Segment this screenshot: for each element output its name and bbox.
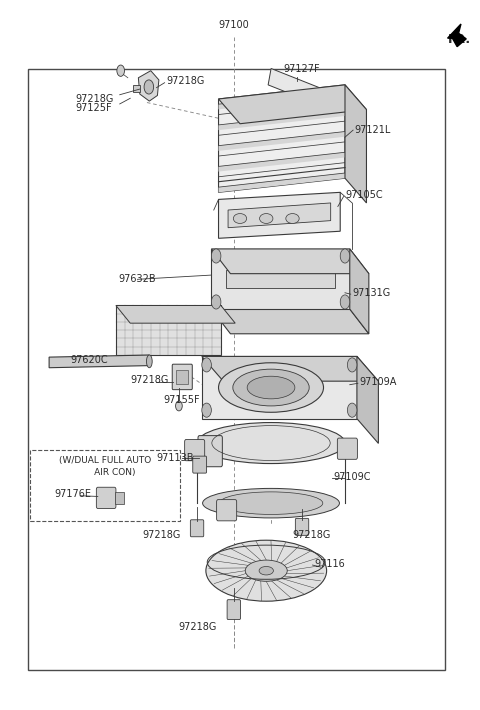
Ellipse shape: [259, 567, 274, 575]
Text: 97125F: 97125F: [75, 103, 112, 113]
Polygon shape: [218, 152, 345, 172]
Polygon shape: [218, 131, 345, 151]
Circle shape: [211, 295, 221, 309]
Polygon shape: [350, 249, 369, 334]
FancyBboxPatch shape: [337, 438, 358, 459]
Polygon shape: [357, 356, 378, 444]
Ellipse shape: [233, 369, 309, 406]
Text: 97218G: 97218G: [292, 530, 331, 540]
Text: FR.: FR.: [448, 33, 471, 46]
Polygon shape: [447, 24, 466, 47]
Polygon shape: [138, 71, 159, 101]
Circle shape: [211, 249, 221, 263]
Text: 97127F: 97127F: [283, 64, 320, 75]
Polygon shape: [218, 84, 345, 192]
Circle shape: [202, 358, 211, 372]
Text: 97113B: 97113B: [156, 453, 194, 463]
FancyBboxPatch shape: [172, 364, 192, 390]
Ellipse shape: [203, 488, 339, 518]
Polygon shape: [218, 173, 345, 192]
FancyBboxPatch shape: [115, 492, 123, 503]
Text: 97109C: 97109C: [333, 471, 371, 481]
FancyBboxPatch shape: [96, 487, 116, 508]
FancyBboxPatch shape: [193, 456, 206, 473]
Polygon shape: [202, 356, 378, 381]
Polygon shape: [268, 68, 326, 106]
Circle shape: [144, 80, 154, 94]
Text: 97218G: 97218G: [75, 94, 114, 104]
Text: 97218G: 97218G: [166, 76, 204, 87]
Circle shape: [340, 249, 350, 263]
FancyBboxPatch shape: [176, 370, 189, 384]
Ellipse shape: [146, 355, 152, 368]
Ellipse shape: [206, 540, 326, 601]
Polygon shape: [211, 249, 350, 309]
Polygon shape: [345, 84, 366, 203]
Bar: [30, 450, 180, 521]
Circle shape: [176, 401, 182, 411]
Circle shape: [117, 65, 124, 77]
Text: 97121L: 97121L: [355, 125, 391, 135]
Text: 97620C: 97620C: [71, 355, 108, 365]
Ellipse shape: [197, 422, 345, 464]
Text: 97218G: 97218G: [142, 530, 180, 540]
FancyBboxPatch shape: [295, 518, 309, 535]
Text: 97218G: 97218G: [178, 622, 216, 632]
Circle shape: [340, 295, 350, 309]
Ellipse shape: [247, 376, 295, 399]
Polygon shape: [218, 111, 345, 130]
Text: 97218G: 97218G: [130, 375, 168, 385]
Polygon shape: [211, 249, 369, 273]
Polygon shape: [116, 305, 235, 323]
Text: 97176E: 97176E: [54, 489, 91, 499]
Polygon shape: [218, 84, 366, 124]
Bar: [116, 305, 221, 355]
Text: 97131G: 97131G: [352, 288, 390, 297]
Text: 97116: 97116: [314, 559, 345, 569]
Text: (W/DUAL FULL AUTO
       AIR CON): (W/DUAL FULL AUTO AIR CON): [59, 456, 151, 477]
Bar: [202, 356, 357, 419]
Polygon shape: [226, 270, 336, 288]
FancyBboxPatch shape: [198, 436, 222, 466]
Text: 97105C: 97105C: [345, 190, 383, 200]
Circle shape: [348, 403, 357, 417]
Polygon shape: [49, 355, 149, 368]
Text: 97632B: 97632B: [118, 274, 156, 284]
Text: 97155F: 97155F: [164, 395, 200, 405]
Ellipse shape: [219, 492, 323, 515]
Ellipse shape: [260, 214, 273, 224]
Circle shape: [348, 358, 357, 372]
Polygon shape: [218, 90, 345, 109]
Polygon shape: [218, 192, 340, 239]
FancyBboxPatch shape: [191, 520, 204, 537]
Ellipse shape: [286, 214, 299, 224]
FancyBboxPatch shape: [227, 600, 240, 620]
Bar: [28, 69, 445, 670]
FancyBboxPatch shape: [216, 500, 237, 521]
Ellipse shape: [233, 214, 247, 224]
Bar: [132, 84, 140, 92]
Polygon shape: [211, 309, 369, 334]
Ellipse shape: [218, 363, 324, 413]
FancyBboxPatch shape: [185, 439, 204, 461]
Text: 97100: 97100: [218, 20, 249, 30]
Ellipse shape: [245, 560, 287, 581]
Text: 97109A: 97109A: [360, 377, 396, 387]
Circle shape: [202, 403, 211, 417]
Polygon shape: [228, 203, 331, 228]
